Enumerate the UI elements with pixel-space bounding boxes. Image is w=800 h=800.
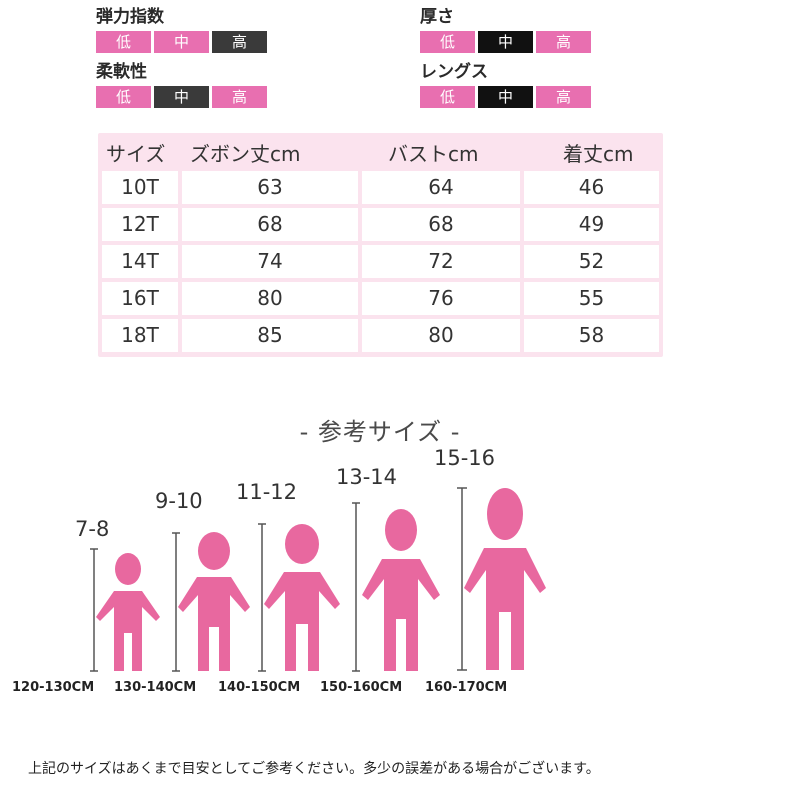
attribute-length: レングス 低 中 高 — [420, 62, 591, 108]
cell-size: 16T — [102, 282, 178, 315]
table-row: 14T 74 72 52 — [102, 245, 659, 278]
table-header: サイズ ズボン丈cm バストcm 着丈cm — [98, 133, 663, 169]
cell-size: 12T — [102, 208, 178, 241]
level-high: 高 — [536, 31, 591, 53]
cell-pants-length: 80 — [182, 282, 358, 315]
table-row: 18T 85 80 58 — [102, 319, 659, 352]
cell-length: 58 — [524, 319, 659, 352]
level-high-selected: 高 — [212, 31, 267, 53]
header-bust: バストcm — [388, 142, 479, 166]
person-icon — [258, 523, 340, 672]
attribute-title: 柔軟性 — [96, 62, 147, 82]
header-pants-length: ズボン丈cm — [190, 142, 301, 166]
level-low: 低 — [96, 86, 151, 108]
age-label: 11-12 — [236, 480, 298, 504]
cell-size: 14T — [102, 245, 178, 278]
table-row: 10T 63 64 46 — [102, 171, 659, 204]
cell-size: 10T — [102, 171, 178, 204]
cell-pants-length: 68 — [182, 208, 358, 241]
attribute-title: 弾力指数 — [96, 7, 164, 27]
cell-bust: 68 — [362, 208, 520, 241]
person-icon — [457, 487, 546, 671]
level-mid: 中 — [154, 31, 209, 53]
age-label: 15-16 — [434, 446, 496, 470]
level-mid-selected: 中 — [478, 86, 533, 108]
cell-bust: 64 — [362, 171, 520, 204]
level-scale: 低 中 高 — [420, 86, 591, 108]
level-scale: 低 中 高 — [420, 31, 591, 53]
level-high: 高 — [212, 86, 267, 108]
cell-bust: 76 — [362, 282, 520, 315]
cell-size: 18T — [102, 319, 178, 352]
attribute-flexibility: 柔軟性 低 中 高 — [96, 62, 267, 108]
level-low: 低 — [420, 86, 475, 108]
level-mid-selected: 中 — [478, 31, 533, 53]
person-icon — [172, 532, 250, 672]
cell-length: 49 — [524, 208, 659, 241]
header-size: サイズ — [106, 142, 166, 166]
cell-pants-length: 85 — [182, 319, 358, 352]
reference-title: - 参考サイズ - — [299, 418, 461, 446]
level-low: 低 — [96, 31, 151, 53]
cell-length: 46 — [524, 171, 659, 204]
size-table: サイズ ズボン丈cm バストcm 着丈cm 10T 63 64 46 12T 6… — [98, 133, 663, 357]
attribute-title: レングス — [420, 62, 488, 82]
age-label: 7-8 — [75, 517, 110, 541]
height-label: 120-130CM — [12, 680, 95, 695]
level-mid-selected: 中 — [154, 86, 209, 108]
size-disclaimer: 上記のサイズはあくまで目安としてご参考ください。多少の誤差がある場合がございます… — [28, 761, 600, 777]
level-scale: 低 中 高 — [96, 86, 267, 108]
header-length: 着丈cm — [563, 142, 634, 166]
height-label: 130-140CM — [114, 680, 197, 695]
attribute-thickness: 厚さ 低 中 高 — [420, 7, 591, 53]
table-row: 12T 68 68 49 — [102, 208, 659, 241]
person-icon — [90, 548, 160, 672]
age-label: 13-14 — [336, 465, 398, 489]
height-label: 160-170CM — [425, 680, 508, 695]
cell-bust: 80 — [362, 319, 520, 352]
level-low: 低 — [420, 31, 475, 53]
height-label: 140-150CM — [218, 680, 301, 695]
table-row: 16T 80 76 55 — [102, 282, 659, 315]
cell-pants-length: 63 — [182, 171, 358, 204]
level-high: 高 — [536, 86, 591, 108]
cell-length: 52 — [524, 245, 659, 278]
age-label: 9-10 — [155, 489, 203, 513]
height-label: 150-160CM — [320, 680, 403, 695]
cell-pants-length: 74 — [182, 245, 358, 278]
cell-length: 55 — [524, 282, 659, 315]
attribute-elasticity: 弾力指数 低 中 高 — [96, 7, 267, 53]
cell-bust: 72 — [362, 245, 520, 278]
attribute-title: 厚さ — [420, 7, 454, 27]
level-scale: 低 中 高 — [96, 31, 267, 53]
person-icon — [352, 502, 440, 672]
